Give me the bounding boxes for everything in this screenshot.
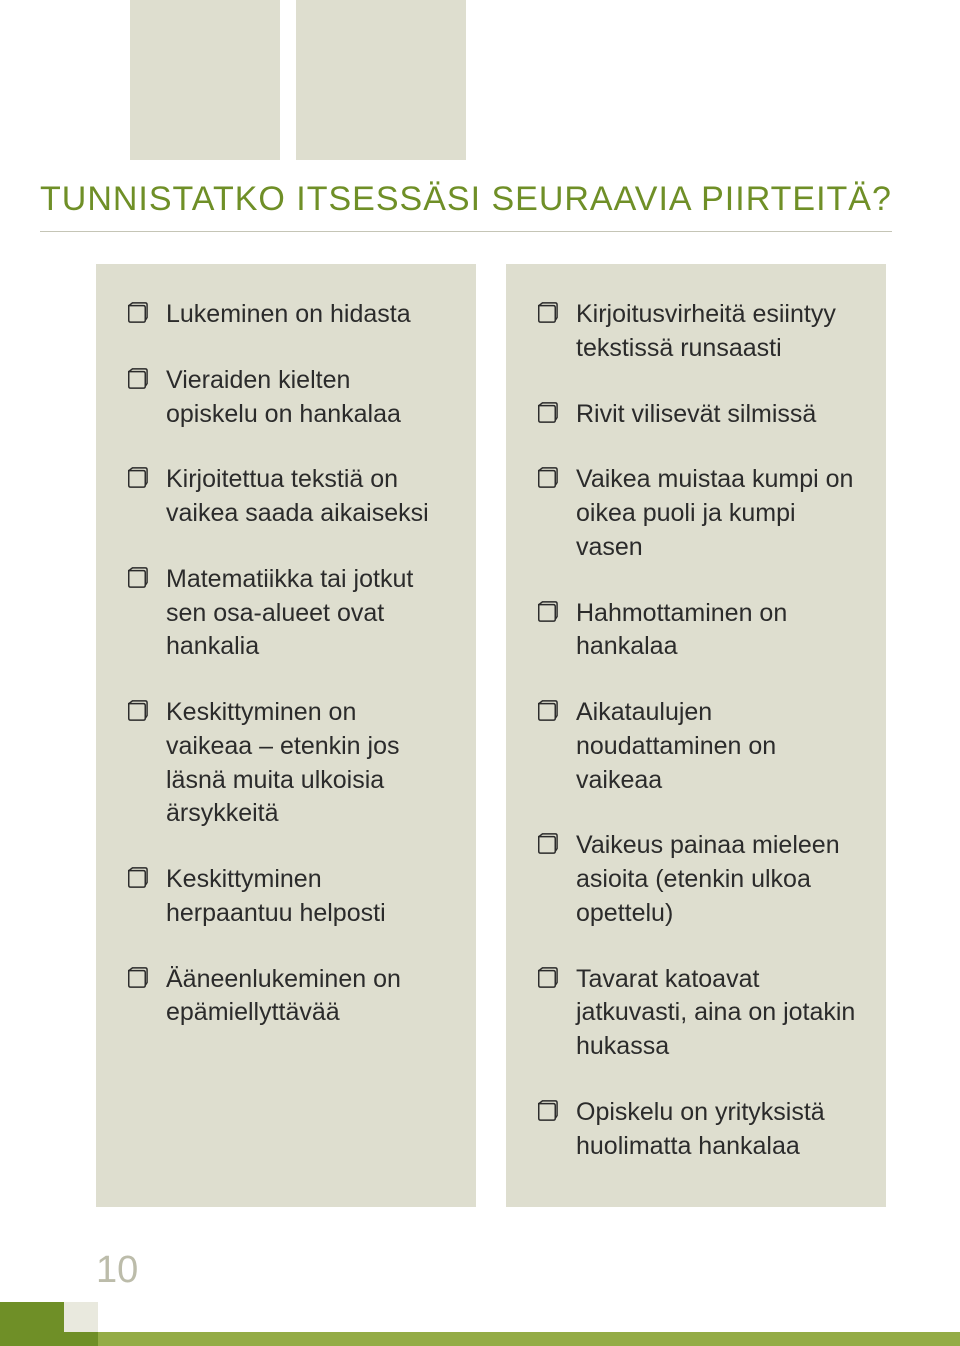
checklist-columns: Lukeminen on hidasta Vieraiden kielten op…: [96, 264, 886, 1207]
checklist-item-text: Kirjoitusvirheitä esiintyy tekstissä run…: [576, 298, 856, 366]
bottom-block: [64, 1302, 98, 1332]
checklist-item: Ääneenlukeminen on epämiellyttävää: [126, 963, 446, 1031]
checkbox-icon[interactable]: [126, 567, 148, 589]
checklist-item-text: Keskittyminen herpaantuu helposti: [166, 863, 446, 931]
checklist-column-left: Lukeminen on hidasta Vieraiden kielten op…: [96, 264, 476, 1207]
checkbox-icon[interactable]: [536, 833, 558, 855]
heading-underline: [40, 231, 892, 232]
checklist-item: Hahmottaminen on hankalaa: [536, 597, 856, 665]
checklist-item-text: Matematiikka tai jotkut sen osa-alueet o…: [166, 563, 446, 664]
checkbox-icon[interactable]: [536, 467, 558, 489]
top-bars: [130, 0, 466, 160]
checklist-item: Aikataulujen noudattaminen on vaikeaa: [536, 696, 856, 797]
checklist-item: Lukeminen on hidasta: [126, 298, 446, 332]
checklist-item-text: Opiskelu on yrityksistä huolimatta hanka…: [576, 1096, 856, 1164]
checkbox-icon[interactable]: [126, 467, 148, 489]
checklist-item: Tavarat katoavat jatkuvasti, aina on jot…: [536, 963, 856, 1064]
page-heading: TUNNISTATKO ITSESSÄSI SEURAAVIA PIIRTEIT…: [40, 180, 892, 232]
checklist-item: Keskittyminen herpaantuu helposti: [126, 863, 446, 931]
checklist-item-text: Aikataulujen noudattaminen on vaikeaa: [576, 696, 856, 797]
checkbox-icon[interactable]: [536, 967, 558, 989]
checklist-item: Vaikea muistaa kumpi on oikea puoli ja k…: [536, 463, 856, 564]
checklist-item-text: Vieraiden kielten opiskelu on hankalaa: [166, 364, 446, 432]
checklist-item: Vaikeus painaa mieleen asioita (etenkin …: [536, 829, 856, 930]
checklist-item-text: Keskittyminen on vaikeaa – etenkin jos l…: [166, 696, 446, 831]
checklist-item-text: Vaikea muistaa kumpi on oikea puoli ja k…: [576, 463, 856, 564]
bottom-strip: [0, 1332, 960, 1346]
checkbox-icon[interactable]: [126, 967, 148, 989]
checklist-item: Vieraiden kielten opiskelu on hankalaa: [126, 364, 446, 432]
checklist-item: Opiskelu on yrityksistä huolimatta hanka…: [536, 1096, 856, 1164]
checklist-item: Kirjoitettua tekstiä on vaikea saada aik…: [126, 463, 446, 531]
checklist-column-right: Kirjoitusvirheitä esiintyy tekstissä run…: [506, 264, 886, 1207]
checklist-item-text: Ääneenlukeminen on epämiellyttävää: [166, 963, 446, 1031]
checkbox-icon[interactable]: [126, 302, 148, 324]
top-bar-1: [130, 0, 280, 160]
checklist-item-text: Rivit vilisevät silmissä: [576, 398, 816, 432]
checklist-item: Rivit vilisevät silmissä: [536, 398, 856, 432]
checkbox-icon[interactable]: [126, 700, 148, 722]
checklist-item-text: Hahmottaminen on hankalaa: [576, 597, 856, 665]
checklist-item: Keskittyminen on vaikeaa – etenkin jos l…: [126, 696, 446, 831]
page-heading-text: TUNNISTATKO ITSESSÄSI SEURAAVIA PIIRTEIT…: [40, 180, 892, 218]
checklist-item: Matematiikka tai jotkut sen osa-alueet o…: [126, 563, 446, 664]
checklist-item-text: Lukeminen on hidasta: [166, 298, 411, 332]
checkbox-icon[interactable]: [536, 700, 558, 722]
checklist-item-text: Vaikeus painaa mieleen asioita (etenkin …: [576, 829, 856, 930]
checklist-item-text: Tavarat katoavat jatkuvasti, aina on jot…: [576, 963, 856, 1064]
checkbox-icon[interactable]: [126, 867, 148, 889]
top-bar-2: [296, 0, 466, 160]
checkbox-icon[interactable]: [536, 601, 558, 623]
checkbox-icon[interactable]: [536, 302, 558, 324]
page-number: 10: [96, 1249, 138, 1292]
checklist-item: Kirjoitusvirheitä esiintyy tekstissä run…: [536, 298, 856, 366]
checkbox-icon[interactable]: [536, 1100, 558, 1122]
checkbox-icon[interactable]: [536, 402, 558, 424]
checkbox-icon[interactable]: [126, 368, 148, 390]
checklist-item-text: Kirjoitettua tekstiä on vaikea saada aik…: [166, 463, 446, 531]
